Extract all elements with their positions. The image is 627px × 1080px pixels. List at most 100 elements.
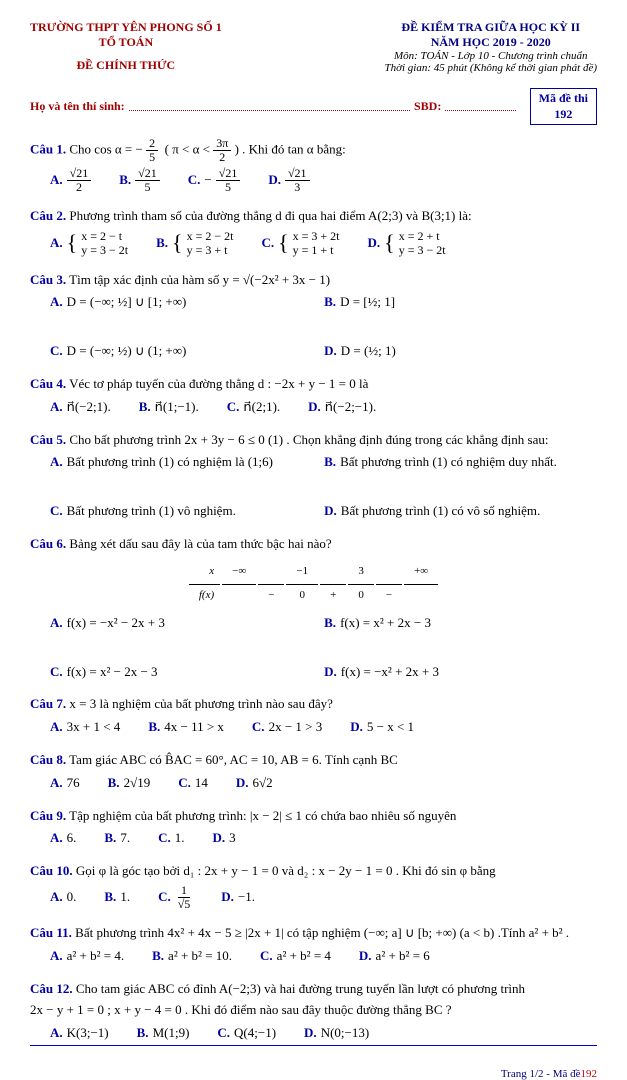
q12-C: C.Q(4;−1) <box>217 1023 276 1044</box>
q12-B: B.M(1;9) <box>137 1023 190 1044</box>
q-label: Câu 1. <box>30 142 66 157</box>
q-label: Câu 6. <box>30 536 66 551</box>
q6-D: D.f(x) = −x² + 2x + 3 <box>324 662 570 683</box>
q6-A: A.f(x) = −x² − 2x + 3 <box>50 613 296 634</box>
question-7: Câu 7. x = 3 là nghiệm của bất phương tr… <box>30 694 597 738</box>
q5-D: D.Bất phương trình (1) có vô số nghiệm. <box>324 501 570 522</box>
q4-C: C.n⃗(2;1). <box>227 397 280 418</box>
q5-options: A.Bất phương trình (1) có nghiệm là (1;6… <box>50 452 597 522</box>
q11-D: D.a² + b² = 6 <box>359 946 430 967</box>
exam-time: Thời gian: 45 phút (Không kể thời gian p… <box>385 62 597 74</box>
q7-stem: x = 3 là nghiệm của bất phương trình nào… <box>69 696 333 711</box>
q9-A: A.6. <box>50 828 76 849</box>
q9-stem: Tập nghiệm của bất phương trình: |x − 2|… <box>69 808 456 823</box>
q12-stem2: 2x − y + 1 = 0 ; x + y − 4 = 0 . Khi đó … <box>30 1002 452 1017</box>
q1-suffix: . Khi đó tan α bằng: <box>242 142 346 157</box>
q-label: Câu 2. <box>30 208 66 223</box>
q2-A: A.{x = 2 − ty = 3 − 2t <box>50 229 128 258</box>
q1-stem-prefix: Cho cos α = − <box>69 142 142 157</box>
q11-stem: Bất phương trình 4x² + 4x − 5 ≥ |2x + 1|… <box>75 925 569 940</box>
q7-A: A.3x + 1 < 4 <box>50 717 120 738</box>
q10-A: A.0. <box>50 887 76 908</box>
question-6: Câu 6. Bảng xét dấu sau đây là của tam t… <box>30 534 597 683</box>
question-10: Câu 10. Gọi φ là góc tạo bởi d₁ : 2x + y… <box>30 861 597 911</box>
q-label: Câu 3. <box>30 272 66 287</box>
question-2: Câu 2. Phương trình tham số của đường th… <box>30 206 597 258</box>
q2-C: C.{x = 3 + 2ty = 1 + t <box>261 229 339 258</box>
student-label: Họ và tên thí sinh: <box>30 99 125 114</box>
q3-C: C.D = (−∞; ½) ∪ (1; +∞) <box>50 341 296 362</box>
q7-options: A.3x + 1 < 4 B.4x − 11 > x C.2x − 1 > 3 … <box>50 717 597 738</box>
q6-stem: Bảng xét dấu sau đây là của tam thức bậc… <box>69 536 331 551</box>
q1-B: B. √215 <box>119 167 160 194</box>
code-label: Mã đề thi <box>539 91 588 107</box>
q1-frac: 25 <box>146 137 158 164</box>
question-4: Câu 4. Véc tơ pháp tuyến của đường thẳng… <box>30 374 597 418</box>
student-row: Họ và tên thí sinh: SBD: Mã đề thi 192 <box>30 88 597 125</box>
sbd-label: SBD: <box>414 99 441 114</box>
q2-B: B.{x = 2 − 2ty = 3 + t <box>156 229 233 258</box>
sign-table: x −∞ −1 3 +∞ f(x) − 0 + 0 − <box>187 559 440 609</box>
exam-title: ĐỀ KIỂM TRA GIỮA HỌC KỲ II <box>385 20 597 35</box>
q9-C: C.1. <box>158 828 184 849</box>
q10-stem: Gọi φ là góc tạo bởi d₁ : 2x + y − 1 = 0… <box>76 863 496 878</box>
q7-C: C.2x − 1 > 3 <box>252 717 322 738</box>
q9-options: A.6. B.7. C.1. D.3 <box>50 828 597 849</box>
q3-B: B.D = [½; 1] <box>324 292 570 313</box>
q8-stem: Tam giác ABC có B̂AC = 60°, AC = 10, AB … <box>69 752 398 767</box>
q2-options: A.{x = 2 − ty = 3 − 2t B.{x = 2 − 2ty = … <box>50 229 597 258</box>
q4-A: A.n⃗(−2;1). <box>50 397 111 418</box>
q-label: Câu 4. <box>30 376 66 391</box>
q6-options: A.f(x) = −x² − 2x + 3 B.f(x) = x² + 2x −… <box>50 613 597 683</box>
q8-A: A.76 <box>50 773 80 794</box>
q7-B: B.4x − 11 > x <box>148 717 224 738</box>
q5-C: C.Bất phương trình (1) vô nghiệm. <box>50 501 296 522</box>
q12-D: D.N(0;−13) <box>304 1023 369 1044</box>
q5-stem: Cho bất phương trình 2x + 3y − 6 ≤ 0 (1)… <box>69 432 548 447</box>
q3-options: A.D = (−∞; ½] ∪ [1; +∞) B.D = [½; 1] C.D… <box>50 292 597 362</box>
footer-page: Trang 1/2 - Mã đề <box>501 1068 581 1080</box>
q9-B: B.7. <box>104 828 130 849</box>
q-label: Câu 9. <box>30 808 66 823</box>
q-label: Câu 8. <box>30 752 66 767</box>
q1-options: A. √212 B. √215 C. − √215 D. √213 <box>50 167 597 194</box>
q6-B: B.f(x) = x² + 2x − 3 <box>324 613 570 634</box>
q11-B: B.a² + b² = 10. <box>152 946 232 967</box>
q-label: Câu 11. <box>30 925 72 940</box>
q3-stem: Tìm tập xác định của hàm số y = √(−2x² +… <box>69 272 330 287</box>
question-8: Câu 8. Tam giác ABC có B̂AC = 60°, AC = … <box>30 750 597 794</box>
q-label: Câu 7. <box>30 696 66 711</box>
q11-C: C.a² + b² = 4 <box>260 946 331 967</box>
q10-D: D.−1. <box>221 887 255 908</box>
question-11: Câu 11. Bất phương trình 4x² + 4x − 5 ≥ … <box>30 923 597 967</box>
code-value: 192 <box>539 107 588 123</box>
q1-C: C. − √215 <box>188 167 241 194</box>
q1-cond: π < α < <box>172 142 210 157</box>
q12-A: A.K(3;−1) <box>50 1023 109 1044</box>
q8-C: C.14 <box>178 773 208 794</box>
q3-A: A.D = (−∞; ½] ∪ [1; +∞) <box>50 292 296 313</box>
question-1: Câu 1. Cho cos α = − 25 ( π < α < 3π2 ) … <box>30 137 597 194</box>
q3-D: D.D = (½; 1) <box>324 341 570 362</box>
q1-D: D. √213 <box>268 167 309 194</box>
q4-B: B.n⃗(1;−1). <box>139 397 199 418</box>
q4-options: A.n⃗(−2;1). B.n⃗(1;−1). C.n⃗(2;1). D.n⃗(… <box>50 397 597 418</box>
q10-B: B.1. <box>104 887 130 908</box>
q6-C: C.f(x) = x² − 2x − 3 <box>50 662 296 683</box>
department: TỔ TOÁN <box>30 35 222 50</box>
q-label: Câu 10. <box>30 863 73 878</box>
exam-code-box: Mã đề thi 192 <box>530 88 597 125</box>
divider <box>30 1045 597 1046</box>
page: TRƯỜNG THPT YÊN PHONG SỐ 1 TỔ TOÁN ĐỀ CH… <box>0 0 627 1060</box>
q9-D: D.3 <box>212 828 235 849</box>
q12-stem1: Cho tam giác ABC có đỉnh A(−2;3) và hai … <box>76 981 525 996</box>
q8-D: D.6√2 <box>236 773 273 794</box>
q4-D: D.n⃗(−2;−1). <box>308 397 376 418</box>
question-12: Câu 12. Cho tam giác ABC có đỉnh A(−2;3)… <box>30 979 597 1043</box>
footer: Trang 1/2 - Mã đề 192 <box>0 1068 597 1080</box>
q5-A: A.Bất phương trình (1) có nghiệm là (1;6… <box>50 452 296 473</box>
q4-stem: Véc tơ pháp tuyến của đường thẳng d : −2… <box>69 376 368 391</box>
header: TRƯỜNG THPT YÊN PHONG SỐ 1 TỔ TOÁN ĐỀ CH… <box>30 20 597 74</box>
header-right: ĐỀ KIỂM TRA GIỮA HỌC KỲ II NĂM HỌC 2019 … <box>385 20 597 74</box>
question-3: Câu 3. Tìm tập xác định của hàm số y = √… <box>30 270 597 362</box>
